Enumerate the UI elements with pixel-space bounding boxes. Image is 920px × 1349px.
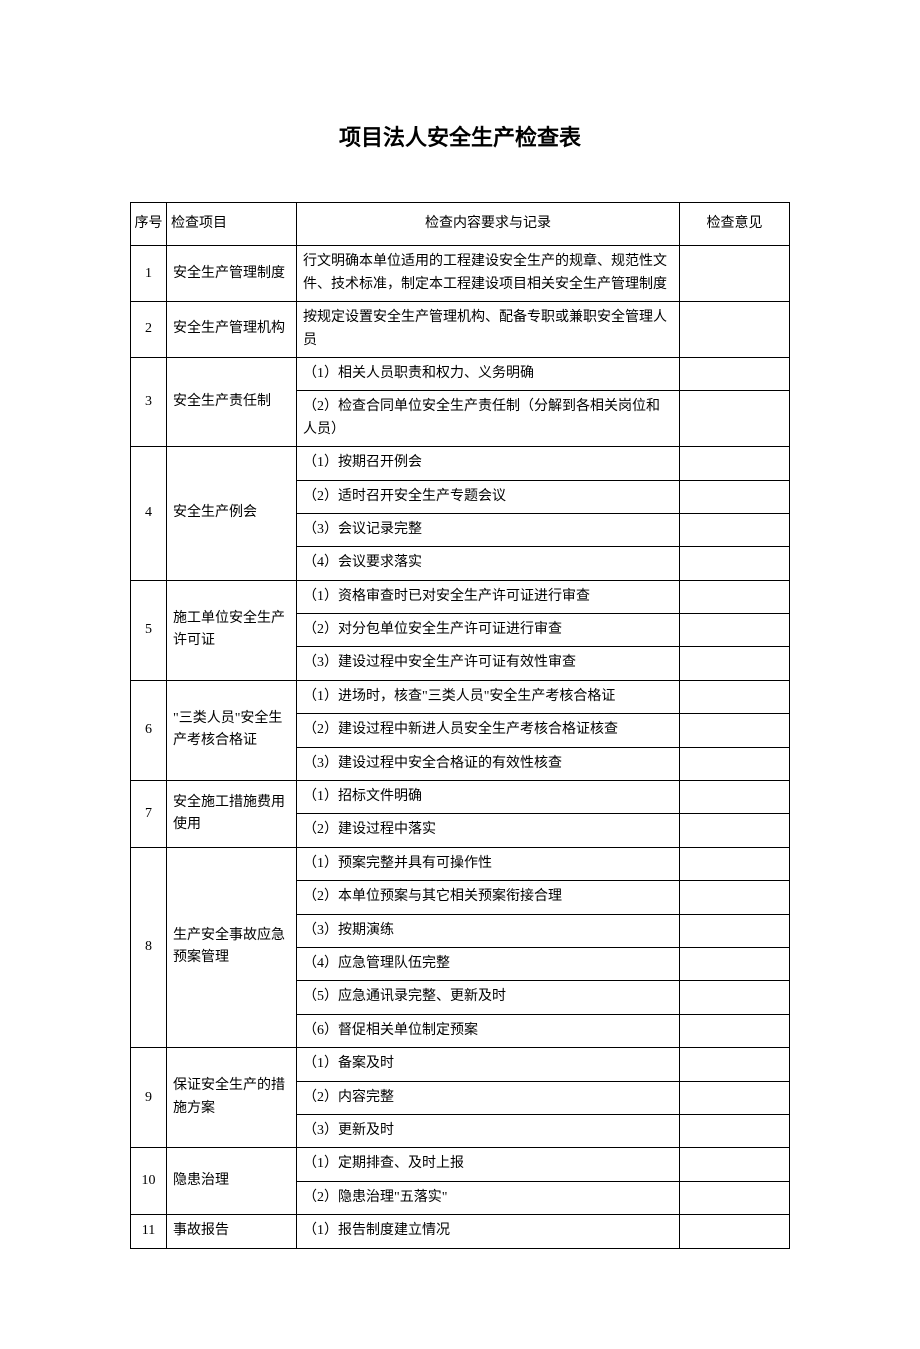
cell-content: （1）定期排查、及时上报 [297,1148,680,1181]
cell-content: （1）按期召开例会 [297,447,680,480]
cell-seq: 2 [131,302,167,358]
cell-item: 安全生产责任制 [167,357,297,446]
cell-opinion [680,391,790,447]
cell-seq: 11 [131,1215,167,1248]
cell-content: 按规定设置安全生产管理机构、配备专职或兼职安全管理人员 [297,302,680,358]
cell-content: （1）招标文件明确 [297,781,680,814]
cell-item: 安全生产管理制度 [167,246,297,302]
cell-content: （1）资格审查时已对安全生产许可证进行审查 [297,580,680,613]
cell-seq: 10 [131,1148,167,1215]
cell-item: 生产安全事故应急预案管理 [167,847,297,1047]
cell-item: 隐患治理 [167,1148,297,1215]
cell-opinion [680,614,790,647]
cell-content: （2）建设过程中新进人员安全生产考核合格证核查 [297,714,680,747]
cell-opinion [680,447,790,480]
table-row: 5施工单位安全生产许可证（1）资格审查时已对安全生产许可证进行审查 [131,580,790,613]
cell-opinion [680,714,790,747]
table-row: 11事故报告（1）报告制度建立情况 [131,1215,790,1248]
cell-seq: 6 [131,680,167,780]
cell-item: 安全生产例会 [167,447,297,581]
cell-content: （5）应急通讯录完整、更新及时 [297,981,680,1014]
cell-opinion [680,947,790,980]
cell-content: （1）进场时，核查"三类人员"安全生产考核合格证 [297,680,680,713]
cell-opinion [680,1181,790,1214]
cell-opinion [680,647,790,680]
cell-content: （1）预案完整并具有可操作性 [297,847,680,880]
cell-opinion [680,1081,790,1114]
table-row: 9保证安全生产的措施方案（1）备案及时 [131,1048,790,1081]
header-item: 检查项目 [167,203,297,246]
cell-opinion [680,1048,790,1081]
cell-content: （6）督促相关单位制定预案 [297,1014,680,1047]
table-row: 2安全生产管理机构按规定设置安全生产管理机构、配备专职或兼职安全管理人员 [131,302,790,358]
cell-seq: 7 [131,781,167,848]
cell-content: 行文明确本单位适用的工程建设安全生产的规章、规范性文件、技术标准，制定本工程建设… [297,246,680,302]
cell-opinion [680,881,790,914]
cell-opinion [680,357,790,390]
document-title: 项目法人安全生产检查表 [130,120,790,152]
cell-opinion [680,981,790,1014]
inspection-table: 序号 检查项目 检查内容要求与记录 检查意见 1安全生产管理制度行文明确本单位适… [130,202,790,1249]
header-content: 检查内容要求与记录 [297,203,680,246]
cell-content: （3）会议记录完整 [297,513,680,546]
cell-opinion [680,680,790,713]
cell-content: （2）建设过程中落实 [297,814,680,847]
cell-opinion [680,480,790,513]
cell-item: 事故报告 [167,1215,297,1248]
cell-content: （1）相关人员职责和权力、义务明确 [297,357,680,390]
header-opinion: 检查意见 [680,203,790,246]
table-row: 8生产安全事故应急预案管理（1）预案完整并具有可操作性 [131,847,790,880]
table-row: 4安全生产例会（1）按期召开例会 [131,447,790,480]
cell-item: 安全施工措施费用使用 [167,781,297,848]
cell-content: （3）建设过程中安全生产许可证有效性审查 [297,647,680,680]
cell-item: 安全生产管理机构 [167,302,297,358]
cell-opinion [680,781,790,814]
cell-seq: 3 [131,357,167,446]
cell-opinion [680,580,790,613]
cell-content: （3）建设过程中安全合格证的有效性核查 [297,747,680,780]
table-header-row: 序号 检查项目 检查内容要求与记录 检查意见 [131,203,790,246]
cell-content: （2）检查合同单位安全生产责任制（分解到各相关岗位和人员） [297,391,680,447]
table-row: 1安全生产管理制度行文明确本单位适用的工程建设安全生产的规章、规范性文件、技术标… [131,246,790,302]
cell-seq: 9 [131,1048,167,1148]
cell-opinion [680,513,790,546]
header-seq: 序号 [131,203,167,246]
cell-item: 保证安全生产的措施方案 [167,1048,297,1148]
cell-seq: 5 [131,580,167,680]
cell-opinion [680,1148,790,1181]
cell-opinion [680,814,790,847]
cell-item: 施工单位安全生产许可证 [167,580,297,680]
cell-content: （4）应急管理队伍完整 [297,947,680,980]
cell-content: （2）内容完整 [297,1081,680,1114]
table-row: 6"三类人员"安全生产考核合格证（1）进场时，核查"三类人员"安全生产考核合格证 [131,680,790,713]
cell-opinion [680,1114,790,1147]
table-row: 3安全生产责任制（1）相关人员职责和权力、义务明确 [131,357,790,390]
cell-content: （4）会议要求落实 [297,547,680,580]
cell-seq: 4 [131,447,167,581]
cell-seq: 8 [131,847,167,1047]
cell-opinion [680,1014,790,1047]
cell-opinion [680,302,790,358]
table-row: 7安全施工措施费用使用（1）招标文件明确 [131,781,790,814]
cell-content: （2）隐患治理"五落实" [297,1181,680,1214]
cell-seq: 1 [131,246,167,302]
cell-content: （3）更新及时 [297,1114,680,1147]
cell-content: （2）本单位预案与其它相关预案衔接合理 [297,881,680,914]
cell-opinion [680,847,790,880]
cell-content: （2）适时召开安全生产专题会议 [297,480,680,513]
table-row: 10隐患治理（1）定期排查、及时上报 [131,1148,790,1181]
cell-content: （3）按期演练 [297,914,680,947]
cell-opinion [680,246,790,302]
cell-content: （2）对分包单位安全生产许可证进行审查 [297,614,680,647]
cell-opinion [680,747,790,780]
cell-opinion [680,547,790,580]
cell-item: "三类人员"安全生产考核合格证 [167,680,297,780]
cell-opinion [680,914,790,947]
cell-content: （1）备案及时 [297,1048,680,1081]
cell-opinion [680,1215,790,1248]
cell-content: （1）报告制度建立情况 [297,1215,680,1248]
